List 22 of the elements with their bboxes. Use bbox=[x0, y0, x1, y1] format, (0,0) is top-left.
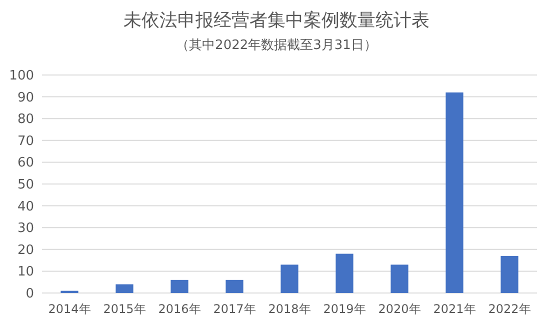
y-tick-label: 90 bbox=[17, 90, 34, 106]
y-tick-label: 50 bbox=[17, 178, 34, 192]
y-tick-label: 60 bbox=[17, 156, 34, 171]
x-tick-label: 2015年 bbox=[103, 302, 146, 316]
x-tick-label: 2017年 bbox=[213, 302, 256, 316]
y-tick-label: 70 bbox=[17, 134, 34, 149]
x-tick-label: 2020年 bbox=[378, 302, 421, 316]
x-tick-label: 2021年 bbox=[433, 302, 476, 316]
subtitle: （其中2022年数据截至3月31日） bbox=[176, 38, 377, 53]
x-tick-label: 2016年 bbox=[158, 302, 201, 316]
x-tick-label: 2018年 bbox=[268, 302, 311, 316]
x-tick-label: 2019年 bbox=[323, 302, 366, 316]
y-tick-label: 20 bbox=[17, 242, 34, 258]
y-tick-label: 100 bbox=[9, 68, 34, 84]
y-tick-label: 10 bbox=[17, 264, 34, 280]
y-tick-label: 0 bbox=[26, 286, 34, 302]
y-tick-label: 30 bbox=[17, 221, 34, 236]
title: 未依法申报经营者集中案例数量统计表 bbox=[124, 10, 430, 31]
y-tick-label: 80 bbox=[17, 112, 34, 128]
x-tick-label: 2014年 bbox=[48, 302, 91, 316]
y-tick-label: 40 bbox=[17, 199, 34, 214]
x-tick-label: 2022年 bbox=[488, 302, 531, 316]
